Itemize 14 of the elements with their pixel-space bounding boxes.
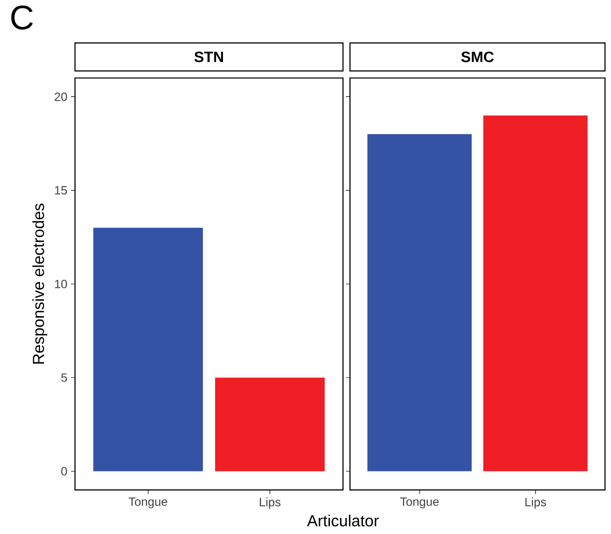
text: C (11, 6, 33, 30)
x-tick-label: Lips (260, 498, 280, 509)
y-tick-label: 20 (54, 92, 68, 101)
chart-title: SMC (461, 52, 494, 62)
y-tick-label: 0 (61, 467, 68, 476)
y-tick-label: 15 (55, 186, 67, 195)
y-tick-label: 10 (55, 280, 68, 288)
chart-title: STN (194, 52, 223, 62)
x-axis-title: Articulator (307, 514, 379, 526)
y-tick-label: 5 (61, 373, 67, 382)
x-tick-label: Tongue (400, 498, 439, 508)
x-tick-label: Tongue (128, 498, 168, 508)
y-axis-title: Responsive electrodes (32, 204, 48, 364)
x-tick-label: Lips (525, 498, 546, 509)
